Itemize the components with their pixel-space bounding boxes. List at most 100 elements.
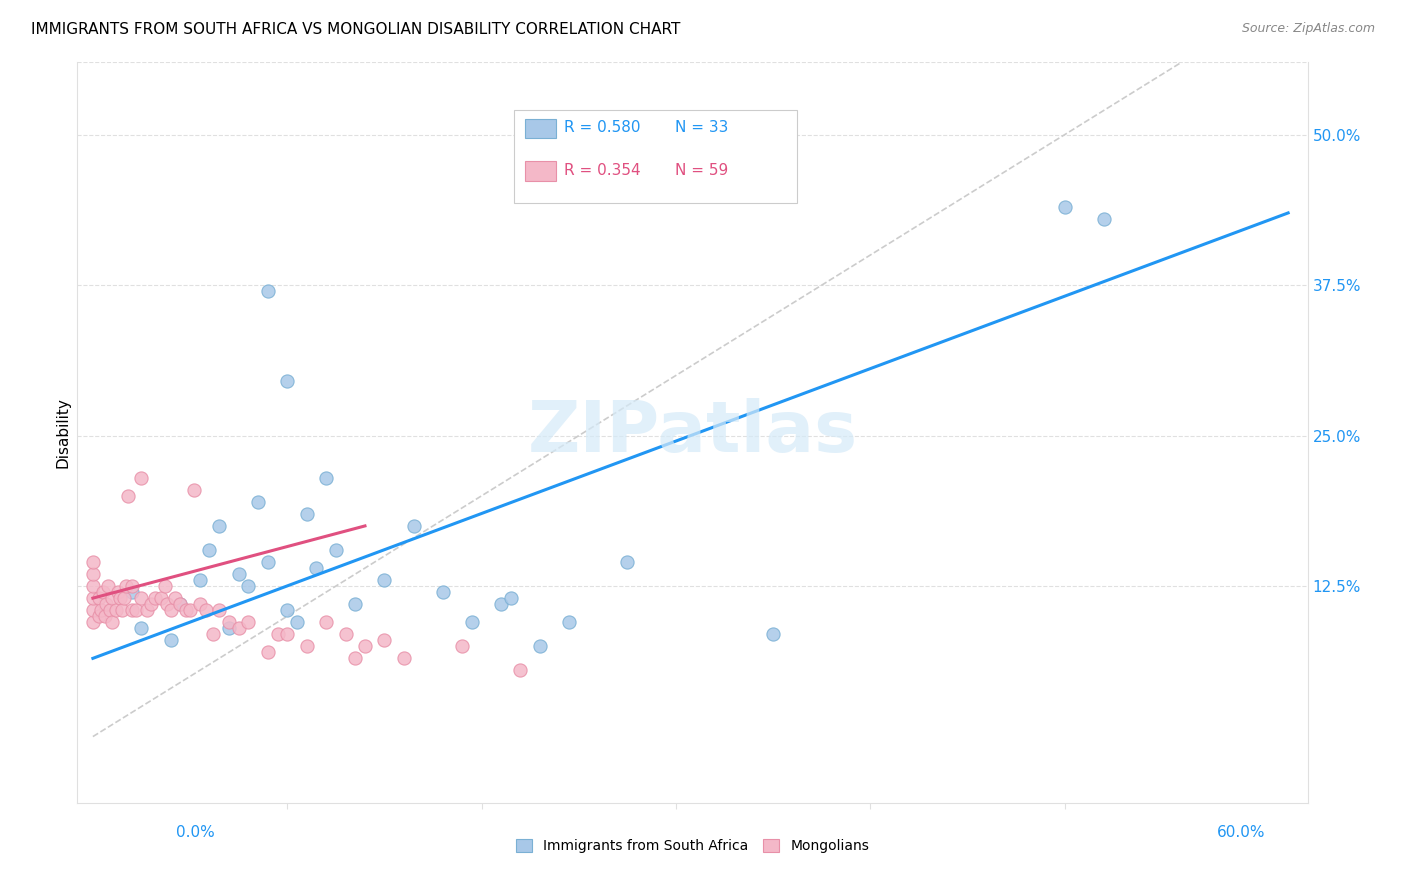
Point [256,555,278,569]
Point [558,615,581,630]
Point [149,591,172,606]
Point [124,603,146,617]
Point [159,633,181,648]
Point [121,585,143,599]
Point [105,603,128,617]
Point [616,555,638,569]
Point [188,573,211,587]
Point [266,627,288,641]
Point [762,627,785,641]
Point [87,609,110,624]
Point [141,597,163,611]
Legend: Immigrants from South Africa, Mongolians: Immigrants from South Africa, Mongolians [510,833,875,859]
Point [179,603,201,617]
Point [461,615,484,630]
Point [344,597,367,611]
Point [276,627,298,641]
Point [101,591,124,606]
Point [101,615,124,630]
Point [82,603,104,617]
Text: N = 33: N = 33 [675,120,728,136]
Point [131,471,153,485]
Point [373,573,395,587]
Point [98,603,121,617]
Point [325,543,347,558]
Point [91,585,114,599]
Point [131,591,153,606]
Point [256,645,278,659]
Point [202,627,225,641]
Point [228,567,250,582]
Text: IMMIGRANTS FROM SOUTH AFRICA VS MONGOLIAN DISABILITY CORRELATION CHART: IMMIGRANTS FROM SOUTH AFRICA VS MONGOLIA… [31,22,681,37]
Point [117,489,139,503]
Point [276,603,298,617]
Point [432,585,454,599]
Point [169,597,191,611]
Point [156,597,179,611]
Point [183,483,205,497]
Point [131,621,153,635]
Text: ZIPatlas: ZIPatlas [527,398,858,467]
Point [121,603,143,617]
Point [354,640,377,654]
Point [208,603,231,617]
Point [402,519,425,533]
Point [499,591,522,606]
Point [107,585,129,599]
Point [392,651,415,665]
Point [82,615,104,630]
Point [121,579,143,593]
Point [315,615,337,630]
Point [96,597,118,611]
Point [218,621,240,635]
Point [238,579,260,593]
Point [111,603,134,617]
Text: R = 0.580: R = 0.580 [564,120,641,136]
Point [335,627,357,641]
Point [163,591,186,606]
Point [295,640,318,654]
Point [238,615,260,630]
Point [112,591,135,606]
Point [194,603,217,617]
Point [218,615,240,630]
Point [87,591,110,606]
Y-axis label: Disability: Disability [55,397,70,468]
Point [529,640,551,654]
Text: 0.0%: 0.0% [176,825,215,840]
Point [315,471,337,485]
Point [82,555,104,569]
Text: Source: ZipAtlas.com: Source: ZipAtlas.com [1241,22,1375,36]
Point [1053,200,1076,214]
Point [174,603,197,617]
Point [305,561,328,575]
Point [276,375,298,389]
Point [1092,211,1115,226]
Point [188,597,211,611]
Point [509,664,531,678]
Point [489,597,512,611]
Point [97,579,120,593]
Point [82,567,104,582]
Point [228,621,250,635]
Point [198,543,221,558]
Point [82,591,104,606]
Point [153,579,176,593]
Text: N = 59: N = 59 [675,163,728,178]
Point [344,651,367,665]
Point [295,507,318,521]
Point [208,519,231,533]
Point [115,579,138,593]
Point [256,284,278,298]
Point [143,591,166,606]
Point [169,597,191,611]
Point [90,603,112,617]
Point [159,603,181,617]
Point [247,495,270,509]
Point [93,609,115,624]
Point [136,603,159,617]
Point [451,640,474,654]
Point [108,591,131,606]
Point [82,579,104,593]
Text: R = 0.354: R = 0.354 [564,163,641,178]
